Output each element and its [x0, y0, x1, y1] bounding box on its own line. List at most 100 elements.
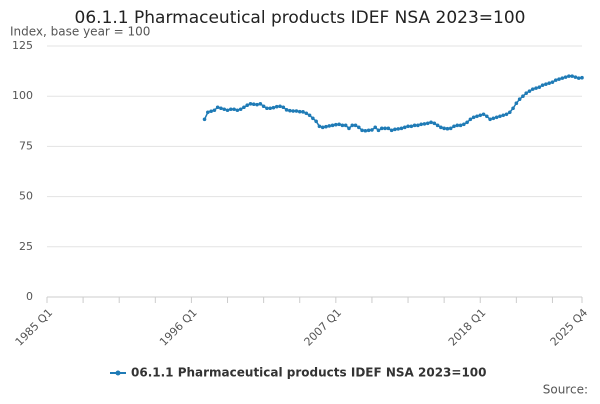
point	[357, 125, 361, 130]
point	[288, 108, 292, 113]
point	[383, 126, 387, 131]
point	[550, 80, 555, 84]
point	[567, 74, 571, 78]
source: Source:	[543, 383, 588, 397]
point	[576, 76, 581, 80]
point	[504, 112, 509, 117]
point	[511, 106, 515, 111]
x-tick-label: 1985 Q1	[13, 306, 56, 349]
point	[225, 108, 230, 113]
point	[317, 124, 322, 129]
y-tick-label: 125	[12, 39, 33, 52]
point	[324, 124, 328, 129]
point	[498, 114, 502, 119]
point	[353, 123, 358, 128]
point	[284, 108, 289, 112]
point	[422, 122, 427, 126]
point	[488, 117, 492, 122]
point	[435, 123, 440, 128]
x-tick-label: 2007 Q1	[302, 306, 345, 349]
point	[465, 120, 469, 125]
point	[274, 104, 279, 109]
point	[507, 110, 512, 115]
point	[517, 97, 522, 102]
point	[232, 107, 236, 112]
point	[343, 123, 348, 128]
point	[248, 102, 253, 106]
point	[412, 123, 417, 128]
point	[481, 112, 486, 117]
point	[209, 109, 213, 114]
point	[402, 125, 407, 130]
point	[553, 78, 558, 82]
point	[206, 110, 210, 115]
point	[363, 128, 368, 133]
point	[327, 124, 332, 128]
point	[399, 126, 404, 131]
point	[235, 108, 240, 113]
point	[242, 105, 246, 110]
point	[389, 128, 394, 133]
point	[432, 121, 437, 126]
point	[379, 126, 384, 131]
point	[245, 103, 250, 108]
point	[419, 122, 423, 127]
y-tick-label: 100	[12, 89, 33, 102]
point	[416, 123, 420, 128]
point	[527, 89, 532, 93]
point	[468, 117, 473, 122]
point	[215, 105, 220, 110]
point	[560, 76, 565, 80]
point	[297, 109, 302, 114]
point	[458, 123, 463, 128]
x-tick-label: 2018 Q1	[446, 306, 489, 349]
point	[366, 128, 371, 133]
point	[330, 123, 335, 128]
point	[301, 110, 305, 114]
point	[485, 114, 489, 119]
point	[563, 75, 568, 79]
point	[268, 106, 272, 111]
point	[307, 113, 312, 118]
point	[393, 127, 397, 132]
point	[229, 107, 233, 112]
point	[386, 126, 391, 131]
point	[291, 109, 295, 113]
point	[311, 116, 315, 121]
point	[514, 101, 519, 106]
point	[396, 127, 400, 131]
point	[521, 94, 525, 98]
x-tick-label: 2025 Q4	[548, 306, 591, 349]
point	[580, 75, 584, 80]
legend-label: 06.1.1 Pharmaceutical products IDEF NSA …	[131, 366, 487, 380]
point	[219, 106, 223, 111]
point	[255, 102, 259, 107]
point	[320, 125, 325, 130]
point	[524, 91, 529, 95]
chart-title: 06.1.1 Pharmaceutical products IDEF NSA …	[75, 8, 526, 28]
point	[425, 121, 430, 126]
point	[455, 123, 460, 128]
point	[409, 124, 414, 129]
point	[337, 122, 341, 127]
point	[370, 128, 374, 132]
point	[334, 122, 338, 127]
point	[429, 120, 433, 125]
point	[406, 124, 410, 129]
point	[540, 83, 545, 87]
point	[373, 125, 378, 130]
point	[376, 128, 381, 133]
point	[544, 82, 548, 86]
point	[281, 105, 286, 110]
point	[471, 115, 476, 120]
point	[251, 102, 256, 107]
subtitle: Index, base year = 100	[10, 25, 150, 39]
point	[258, 102, 263, 106]
point	[501, 113, 506, 118]
point	[547, 81, 551, 85]
point	[271, 105, 276, 110]
point	[222, 107, 227, 112]
point	[570, 74, 574, 78]
point	[238, 107, 243, 112]
